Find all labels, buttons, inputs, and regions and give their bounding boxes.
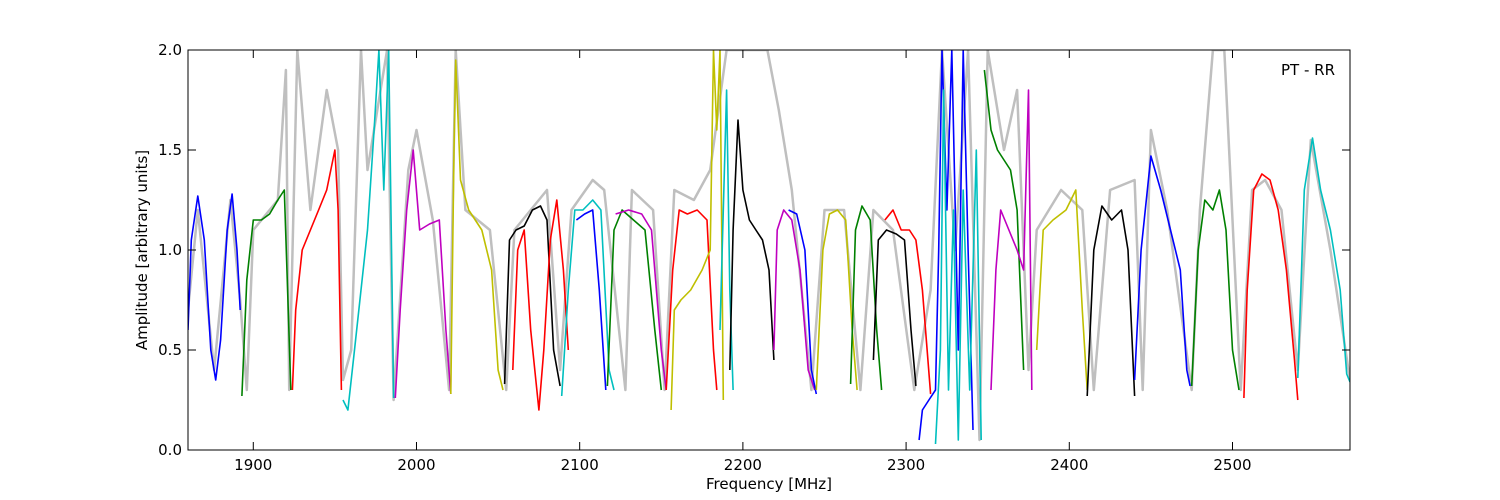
y-tick-label: 0.0 [158,441,182,459]
y-tick-label: 0.5 [158,341,182,359]
series-line-16 [729,119,775,371]
series-line-26 [990,89,1033,391]
series-line-8 [512,199,570,411]
x-axis-label: Frequency [MHz] [706,475,832,493]
series-line-10 [575,209,607,391]
series-line-6 [450,59,504,395]
y-tick-label: 1.0 [158,241,182,259]
series-line-13 [665,209,718,391]
series-line-18 [788,209,818,395]
series-line-22 [884,209,932,395]
plot-area [188,50,1350,445]
x-tick-label: 2000 [397,456,435,474]
x-tick-label: 2500 [1213,456,1251,474]
x-tick-label: 2300 [887,456,925,474]
series-line-2 [241,189,292,397]
series-line-17 [773,209,816,391]
x-tick-label: 2400 [1050,456,1088,474]
series-line-12 [615,209,667,391]
series-line-32 [1297,137,1350,383]
y-tick-label: 1.5 [158,141,182,159]
series-line-31 [1243,173,1299,401]
x-tick-label: 2200 [724,456,762,474]
series-line-21 [872,229,917,387]
series-line-3 [291,149,343,391]
series-line-14 [670,50,725,411]
axis-ticks: 1900 2000 2100 2200 2300 2400 2500 0.0 0.5 1.0 1.5… [158,41,1350,474]
series-line-20 [849,205,883,391]
series-line-29 [1133,155,1191,387]
x-tick-label: 2100 [561,456,599,474]
y-tick-label: 2.0 [158,41,182,59]
series-line-1 [188,193,241,381]
series-line-11 [606,209,663,391]
series-line-25 [983,69,1025,371]
series-line-9 [560,199,615,397]
y-axis-label: Amplitude [arbitrary units] [133,150,151,350]
series-line-24 [934,89,982,445]
series-line-7 [503,205,561,387]
series-line-5 [394,149,452,399]
series-line-27 [1035,189,1088,391]
series-line-4 [342,50,395,411]
series-line-28 [1086,205,1136,397]
annotation-label: PT - RR [1281,61,1335,79]
series-line-30 [1190,189,1240,391]
x-tick-label: 1900 [234,456,272,474]
